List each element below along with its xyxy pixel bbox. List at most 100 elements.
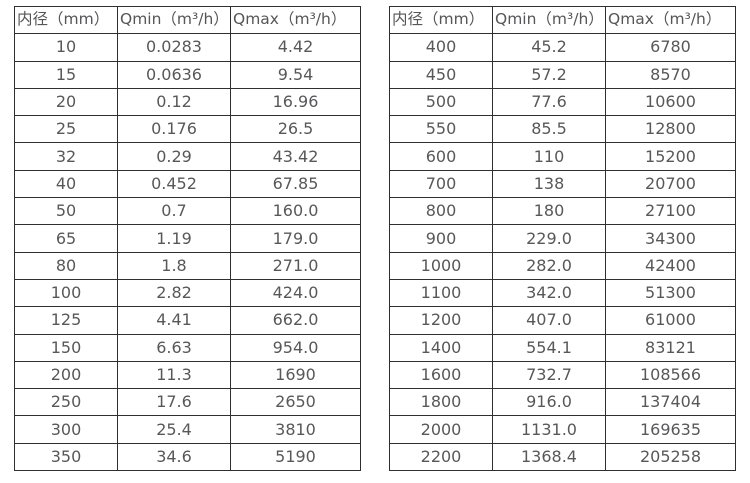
column-header: Qmin（m³/h） <box>492 5 606 35</box>
table-row: 900 229.0 34300 <box>389 224 736 253</box>
table-cell: 6.63 <box>117 333 231 362</box>
table-cell: 350 <box>14 442 118 472</box>
table-cell: 43.42 <box>230 142 361 171</box>
table-row: 150 6.63 954.0 <box>14 333 361 362</box>
table-cell: 1.8 <box>117 251 231 280</box>
table-cell: 271.0 <box>230 251 361 280</box>
table-cell: 6780 <box>605 33 736 62</box>
table-cell: 1690 <box>230 360 361 390</box>
table-cell: 1100 <box>389 278 493 308</box>
table-cell: 61000 <box>605 306 736 335</box>
table-cell: 10 <box>14 33 118 62</box>
table-row: 15 0.0636 9.54 <box>14 60 361 89</box>
table-cell: 110 <box>492 142 606 171</box>
table-cell: 0.29 <box>117 142 231 171</box>
table-row: 1000 282.0 42400 <box>389 251 736 280</box>
table-cell: 1000 <box>389 251 493 280</box>
table-cell: 42400 <box>605 251 736 280</box>
table-cell: 0.0636 <box>117 60 231 89</box>
table-cell: 45.2 <box>492 33 606 62</box>
table-row: 1400 554.1 83121 <box>389 333 736 362</box>
table-row: 250 17.6 2650 <box>14 388 361 417</box>
table-cell: 20700 <box>605 169 736 199</box>
table-cell: 2.82 <box>117 278 231 308</box>
table-cell: 10600 <box>605 87 736 117</box>
table-cell: 25.4 <box>117 415 231 444</box>
table-cell: 550 <box>389 115 493 144</box>
table-cell: 1131.0 <box>492 415 606 444</box>
table-cell: 77.6 <box>492 87 606 117</box>
table-cell: 5190 <box>230 442 361 472</box>
table-row: 80 1.8 271.0 <box>14 251 361 280</box>
table-row: 500 77.6 10600 <box>389 87 736 117</box>
flow-rate-table-large-diameters: 内径（mm） Qmin（m³/h） Qmax（m³/h） 400 45.2 6780 45… <box>389 5 736 472</box>
table-row: 32 0.29 43.42 <box>14 142 361 171</box>
table-cell: 662.0 <box>230 306 361 335</box>
table-cell: 0.7 <box>117 197 231 226</box>
table-cell: 1.19 <box>117 224 231 253</box>
table-row: 550 85.5 12800 <box>389 115 736 144</box>
table-row: 700 138 20700 <box>389 169 736 199</box>
table-body: 400 45.2 6780 450 57.2 8570 500 77.6 10600 550 85.… <box>389 33 736 472</box>
table-row: 40 0.452 67.85 <box>14 169 361 199</box>
table-cell: 65 <box>14 224 118 253</box>
table-cell: 9.54 <box>230 60 361 89</box>
table-cell: 400 <box>389 33 493 62</box>
table-cell: 169635 <box>605 415 736 444</box>
table-cell: 1800 <box>389 388 493 417</box>
table-cell: 25 <box>14 115 118 144</box>
table-cell: 700 <box>389 169 493 199</box>
table-row: 1600 732.7 108566 <box>389 360 736 390</box>
table-cell: 0.452 <box>117 169 231 199</box>
table-cell: 424.0 <box>230 278 361 308</box>
table-cell: 180 <box>492 197 606 226</box>
table-cell: 954.0 <box>230 333 361 362</box>
column-header: 内径（mm） <box>14 5 118 35</box>
table-row: 300 25.4 3810 <box>14 415 361 444</box>
table-row: 800 180 27100 <box>389 197 736 226</box>
table-row: 2000 1131.0 169635 <box>389 415 736 444</box>
table-row: 400 45.2 6780 <box>389 33 736 62</box>
table-row: 2200 1368.4 205258 <box>389 442 736 472</box>
table-cell: 1200 <box>389 306 493 335</box>
table-cell: 80 <box>14 251 118 280</box>
table-body: 10 0.0283 4.42 15 0.0636 9.54 20 0.12 16.96 25 0.1… <box>14 33 361 472</box>
table-cell: 2000 <box>389 415 493 444</box>
table-cell: 250 <box>14 388 118 417</box>
table-cell: 40 <box>14 169 118 199</box>
table-cell: 179.0 <box>230 224 361 253</box>
table-cell: 15200 <box>605 142 736 171</box>
table-cell: 500 <box>389 87 493 117</box>
table-cell: 34300 <box>605 224 736 253</box>
table-cell: 12800 <box>605 115 736 144</box>
table-cell: 150 <box>14 333 118 362</box>
table-cell: 2650 <box>230 388 361 417</box>
table-cell: 67.85 <box>230 169 361 199</box>
table-cell: 554.1 <box>492 333 606 362</box>
table-cell: 51300 <box>605 278 736 308</box>
table-cell: 600 <box>389 142 493 171</box>
flow-rate-table-small-diameters: 内径（mm） Qmin（m³/h） Qmax（m³/h） 10 0.0283 4.42 1… <box>14 5 361 472</box>
table-cell: 229.0 <box>492 224 606 253</box>
table-cell: 342.0 <box>492 278 606 308</box>
column-header: Qmin（m³/h） <box>117 5 231 35</box>
table-cell: 800 <box>389 197 493 226</box>
table-cell: 125 <box>14 306 118 335</box>
table-row: 1200 407.0 61000 <box>389 306 736 335</box>
table-row: 25 0.176 26.5 <box>14 115 361 144</box>
table-cell: 20 <box>14 87 118 117</box>
table-cell: 1368.4 <box>492 442 606 472</box>
column-header: 内径（mm） <box>389 5 493 35</box>
table-cell: 916.0 <box>492 388 606 417</box>
table-cell: 732.7 <box>492 360 606 390</box>
table-cell: 8570 <box>605 60 736 89</box>
table-row: 10 0.0283 4.42 <box>14 33 361 62</box>
table-cell: 137404 <box>605 388 736 417</box>
table-cell: 1600 <box>389 360 493 390</box>
table-cell: 100 <box>14 278 118 308</box>
table-cell: 0.176 <box>117 115 231 144</box>
table-cell: 50 <box>14 197 118 226</box>
table-row: 50 0.7 160.0 <box>14 197 361 226</box>
table-cell: 83121 <box>605 333 736 362</box>
